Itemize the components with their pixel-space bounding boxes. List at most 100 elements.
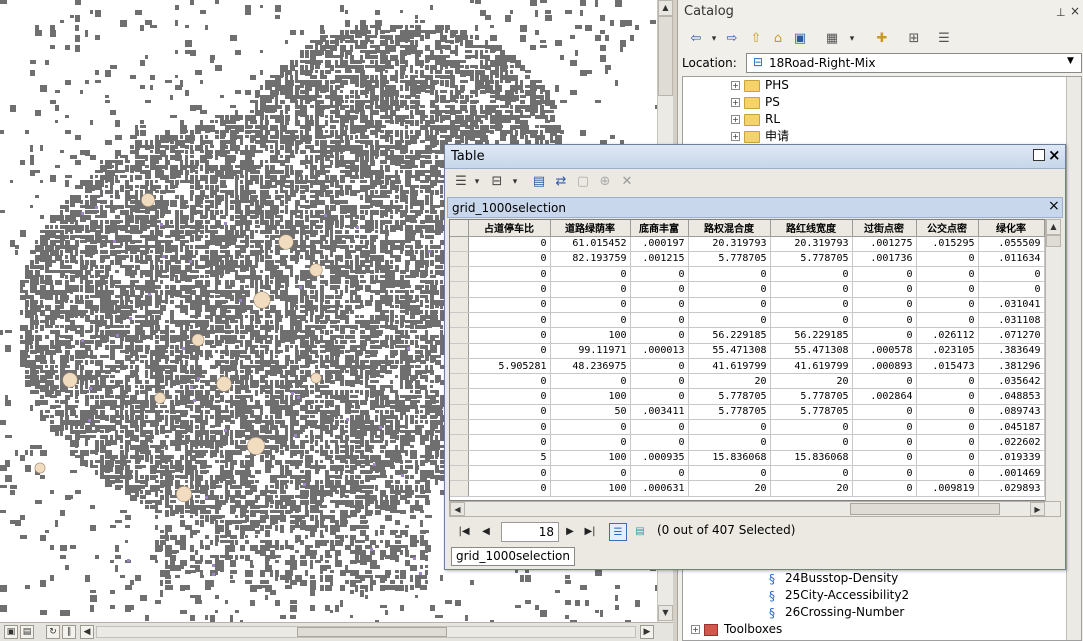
table-options-icon[interactable]: ☰	[455, 174, 467, 189]
table-cell[interactable]: 15.836068	[770, 450, 853, 466]
table-row[interactable]: 0 50.003411 5.778705 5.778705 0 0.089743	[450, 404, 1045, 421]
table-row[interactable]: 0 0 0 0 0 0 0.045187	[450, 419, 1045, 436]
table-cell[interactable]: 5.778705	[688, 251, 771, 268]
previous-record-icon[interactable]: ◀	[482, 526, 490, 537]
attribute-grid[interactable]: 占道停车比 道路绿荫率 底商丰富 路权混合度 路红线宽度 过街点密 公交点密 绿…	[449, 219, 1061, 501]
table-cell[interactable]: .383649	[978, 343, 1045, 359]
table-cell[interactable]: 0	[468, 312, 551, 329]
table-row[interactable]: 0 0 0 0 0 0 0.001469	[450, 465, 1045, 482]
pin-icon[interactable]: ⊥	[1056, 6, 1066, 19]
table-cell[interactable]: 0	[468, 419, 551, 436]
table-cell[interactable]: .019339	[978, 450, 1045, 466]
table-cell[interactable]: 0	[688, 281, 771, 298]
table-cell[interactable]: 0	[630, 281, 689, 298]
forward-arrow-icon[interactable]: ⇨	[726, 31, 738, 46]
table-cell[interactable]: 0	[852, 450, 917, 466]
row-selector[interactable]	[450, 343, 469, 359]
tree-item-toolboxes[interactable]: + Toolboxes	[691, 621, 782, 638]
map-horizontal-scrollbar[interactable]	[96, 626, 636, 638]
layout-view-icon[interactable]: ▣	[4, 625, 18, 639]
table-cell[interactable]: 0	[852, 297, 917, 313]
chevron-down-icon[interactable]: ▾	[849, 34, 855, 44]
row-selector[interactable]	[450, 480, 469, 497]
scroll-thumb[interactable]	[1046, 235, 1061, 247]
table-cell[interactable]: 0	[468, 297, 551, 313]
table-cell[interactable]: 0	[468, 434, 551, 451]
close-tab-icon[interactable]: ×	[1048, 198, 1060, 214]
table-cell[interactable]: 5	[468, 450, 551, 466]
scroll-thumb[interactable]	[658, 16, 673, 96]
table-cell[interactable]: 0	[916, 465, 979, 482]
row-selector[interactable]	[450, 373, 469, 390]
table-cell[interactable]: 0	[916, 404, 979, 421]
table-cell[interactable]: 100	[550, 450, 631, 466]
table-cell[interactable]: 0	[770, 312, 853, 329]
table-cell[interactable]: 0	[916, 373, 979, 390]
table-row[interactable]: 0 0 0 0 0 0 0.022602	[450, 434, 1045, 451]
table-cell[interactable]: 0	[468, 373, 551, 390]
table-cell[interactable]: 15.836068	[688, 450, 771, 466]
column-header[interactable]: 路红线宽度	[770, 220, 853, 237]
table-cell[interactable]: .045187	[978, 419, 1045, 436]
tree-item-rl[interactable]: + RL	[731, 111, 780, 128]
table-cell[interactable]: .000893	[852, 358, 917, 375]
row-selector[interactable]	[450, 388, 469, 405]
table-tab-header[interactable]: grid_1000selection ×	[447, 197, 1063, 218]
column-header[interactable]: 底商丰富	[630, 220, 689, 237]
row-selector[interactable]	[450, 465, 469, 482]
table-cell[interactable]: .022602	[978, 434, 1045, 451]
clear-selection-icon[interactable]: ▢	[576, 174, 590, 189]
table-cell[interactable]: 0	[550, 281, 631, 298]
row-selector[interactable]	[450, 434, 469, 451]
table-cell[interactable]: 0	[550, 312, 631, 329]
table-cell[interactable]: 5.778705	[688, 404, 771, 421]
table-cell[interactable]: 0	[916, 312, 979, 329]
table-cell[interactable]: 5.778705	[770, 404, 853, 421]
table-cell[interactable]: .000578	[852, 343, 917, 359]
table-cell[interactable]: 5.778705	[688, 388, 771, 405]
select-by-attributes-icon[interactable]: ▤	[532, 174, 546, 189]
table-cell[interactable]: 0	[852, 312, 917, 329]
table-cell[interactable]: 0	[978, 281, 1045, 298]
table-row[interactable]: 0 61.015452.000197 20.319793 20.319793.0012…	[450, 236, 1045, 252]
close-icon[interactable]: ×	[1048, 146, 1061, 164]
row-selector[interactable]	[450, 358, 469, 375]
table-cell[interactable]: 0	[630, 373, 689, 390]
scroll-right-arrow-icon[interactable]: ▶	[640, 625, 654, 639]
table-cell[interactable]: 0	[852, 419, 917, 436]
data-view-icon[interactable]: ▤	[20, 625, 34, 639]
table-cell[interactable]: 0	[630, 434, 689, 451]
table-cell[interactable]: 0	[468, 266, 551, 283]
table-row[interactable]: 0 100.000631 20 20 0.009819.029893	[450, 480, 1045, 497]
options-icon[interactable]: ☰	[938, 31, 950, 46]
scroll-thumb[interactable]	[297, 627, 447, 637]
new-folder-icon[interactable]: ✚	[876, 31, 888, 46]
table-cell[interactable]: 0	[468, 480, 551, 497]
connect-folder-icon[interactable]: ▣	[793, 31, 807, 46]
table-cell[interactable]: 5.778705	[770, 251, 853, 268]
table-cell[interactable]: 0	[630, 266, 689, 283]
table-row[interactable]: 0 0 0 0 0 0 0.031108	[450, 312, 1045, 329]
table-cell[interactable]: 55.471308	[688, 343, 771, 359]
table-cell[interactable]: .089743	[978, 404, 1045, 421]
table-cell[interactable]: .381296	[978, 358, 1045, 375]
table-cell[interactable]: 5.778705	[770, 388, 853, 405]
table-cell[interactable]: 0	[770, 266, 853, 283]
table-cell[interactable]: 0	[852, 434, 917, 451]
scroll-up-arrow-icon[interactable]: ▲	[1046, 219, 1061, 235]
tree-item-ps[interactable]: + PS	[731, 94, 780, 111]
show-all-records-icon[interactable]: ☰	[609, 523, 627, 541]
location-combobox[interactable]: ⊟ 18Road-Right-Mix ▼	[746, 53, 1082, 73]
expand-icon[interactable]: +	[731, 98, 740, 107]
table-cell[interactable]: 0	[630, 419, 689, 436]
expand-icon[interactable]: +	[691, 625, 700, 634]
table-cell[interactable]: 0	[550, 419, 631, 436]
grid-horizontal-scrollbar[interactable]: ◀ ▶	[449, 501, 1061, 517]
table-cell[interactable]: 0	[630, 327, 689, 344]
row-selector[interactable]	[450, 404, 469, 421]
chevron-down-icon[interactable]: ▾	[512, 177, 518, 187]
show-selected-records-icon[interactable]: ▤	[635, 526, 645, 537]
row-selector[interactable]	[450, 251, 469, 268]
table-cell[interactable]: 0	[688, 465, 771, 482]
